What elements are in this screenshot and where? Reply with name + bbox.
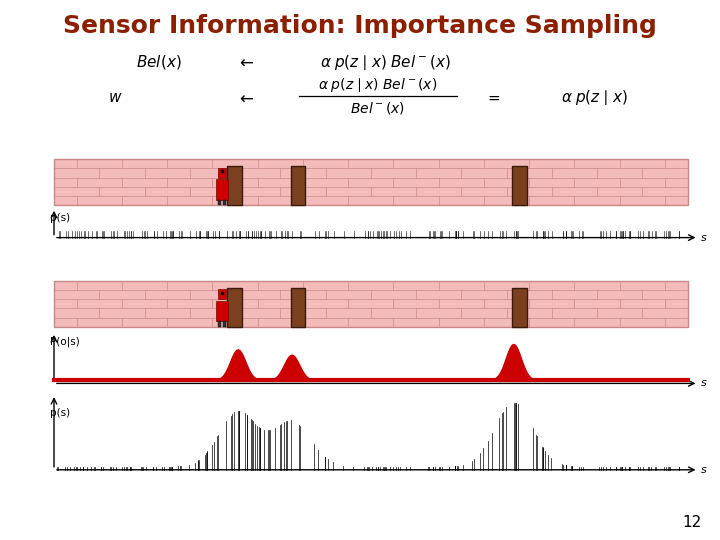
Text: $\alpha \; p(z \mid x) \; Bel^-(x)$: $\alpha \; p(z \mid x) \; Bel^-(x)$	[320, 52, 451, 72]
Bar	[218, 321, 221, 327]
Bar	[513, 288, 527, 327]
Text: $\alpha \; p(z \mid x)$: $\alpha \; p(z \mid x)$	[560, 87, 628, 107]
Text: 12: 12	[683, 515, 702, 530]
Text: s: s	[701, 465, 706, 475]
Bar	[218, 200, 221, 205]
Text: $\leftarrow$: $\leftarrow$	[235, 88, 254, 106]
Text: Sensor Information: Importance Sampling: Sensor Information: Importance Sampling	[63, 14, 657, 37]
Bar	[222, 321, 225, 327]
Text: p(s): p(s)	[50, 213, 71, 223]
Bar	[54, 281, 688, 327]
Bar	[218, 168, 225, 178]
Text: p(s): p(s)	[50, 408, 71, 418]
Text: $Bel(x)$: $Bel(x)$	[135, 53, 181, 71]
Bar	[54, 159, 688, 205]
Bar	[291, 166, 305, 205]
Text: $Bel^-(x)$: $Bel^-(x)$	[351, 100, 405, 116]
Bar	[228, 166, 242, 205]
Bar	[216, 301, 228, 321]
Text: s: s	[701, 379, 706, 388]
Bar	[222, 200, 225, 205]
Text: $=$: $=$	[485, 90, 501, 105]
Bar	[513, 166, 527, 205]
Text: $\alpha \; p(z \mid x) \; Bel^-(x)$: $\alpha \; p(z \mid x) \; Bel^-(x)$	[318, 76, 438, 94]
Text: $w$: $w$	[108, 90, 122, 105]
Bar	[218, 289, 225, 300]
Bar	[291, 288, 305, 327]
Text: s: s	[701, 233, 706, 242]
Bar	[228, 288, 242, 327]
Text: $\leftarrow$: $\leftarrow$	[235, 53, 254, 71]
Text: P(o|s): P(o|s)	[50, 336, 80, 347]
Bar	[216, 179, 228, 200]
